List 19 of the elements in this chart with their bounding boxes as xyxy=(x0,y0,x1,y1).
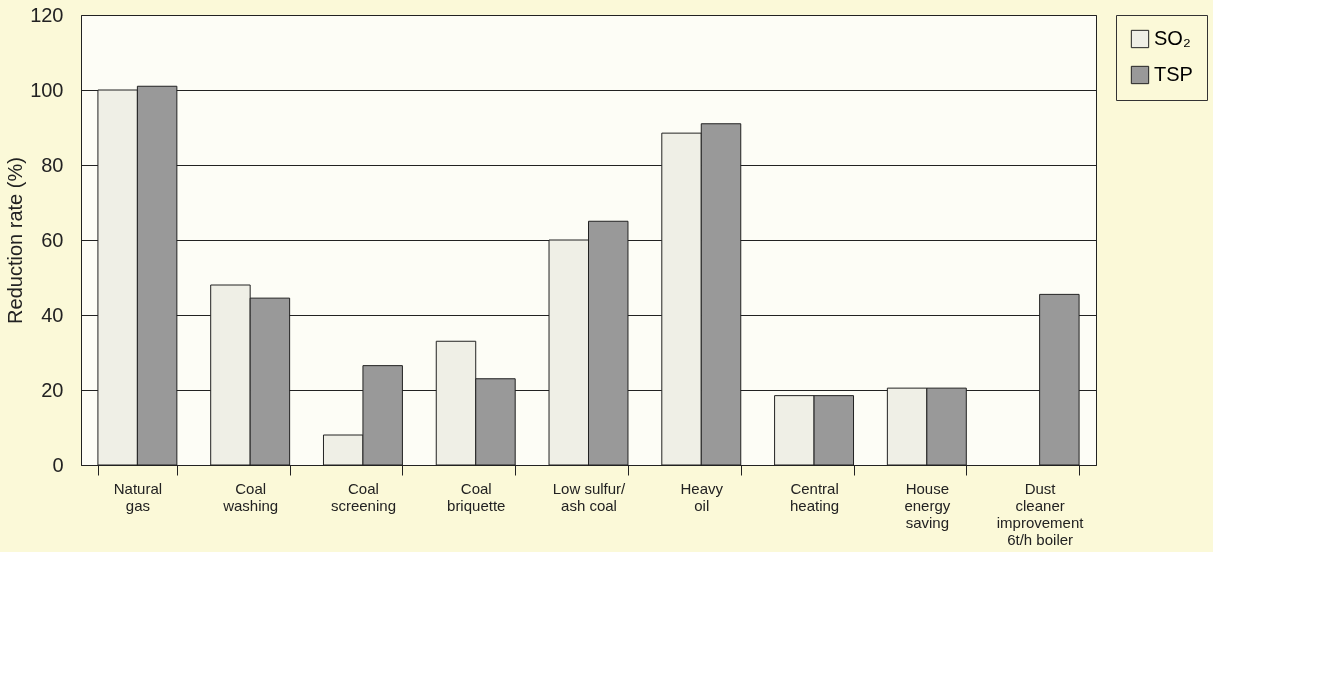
x-tick-label: Heavy oil xyxy=(680,479,724,514)
x-tick-label: Central heating xyxy=(789,479,840,514)
x-tick-label: Coal washing xyxy=(222,479,279,514)
x-tick-label: Coal screening xyxy=(330,479,396,514)
legend-label: TSP xyxy=(1154,63,1193,85)
y-axis-title: Reduction rate (%) xyxy=(4,157,27,324)
x-tick-label: House energy saving xyxy=(904,479,951,531)
x-tick-label: Coal briquette xyxy=(447,479,506,514)
y-tick-label: 20 xyxy=(41,378,64,401)
y-tick-label: 0 xyxy=(52,453,64,476)
x-tick-label: Natural gas xyxy=(113,479,163,514)
x-tick-label: Dust cleaner improvement 6t/h boiler xyxy=(996,479,1085,548)
x-tick-label: Low sulfur/ ash coal xyxy=(552,479,627,514)
y-tick-label: 40 xyxy=(41,303,64,326)
legend-label: SO₂ xyxy=(1154,27,1191,49)
y-tick-label: 80 xyxy=(41,153,64,176)
y-tick-label: 100 xyxy=(30,78,64,101)
y-tick-label: 60 xyxy=(41,228,64,251)
y-tick-label: 120 xyxy=(30,3,64,26)
